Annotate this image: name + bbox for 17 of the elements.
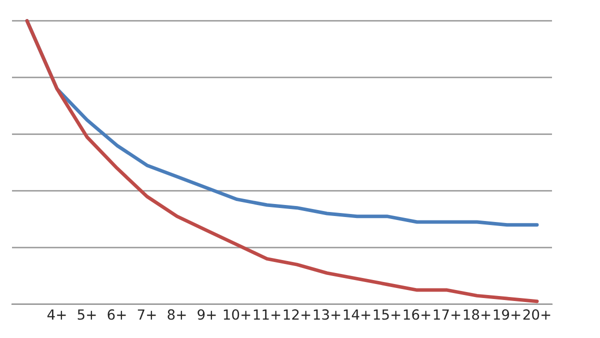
x-tick-label: 9+ <box>198 309 216 320</box>
x-tick-label: 17+ <box>434 309 460 320</box>
x-tick-label: 12+ <box>284 309 310 320</box>
x-tick-label: 5+ <box>78 309 96 320</box>
x-tick-label: 15+ <box>374 309 400 320</box>
x-tick-label: 7+ <box>138 309 156 320</box>
x-tick-label: 19+ <box>494 309 520 320</box>
x-tick-label: 8+ <box>168 309 186 320</box>
x-tick-label: 16+ <box>404 309 430 320</box>
x-tick-label: 18+ <box>464 309 490 320</box>
x-tick-label: 4+ <box>47 309 66 320</box>
x-tick-label: 11+ <box>254 309 280 320</box>
x-tick-label: 13+ <box>314 309 340 320</box>
x-tick-label: 14+ <box>344 309 370 320</box>
x-tick-label: 10+ <box>224 309 250 320</box>
x-tick-label: 6+ <box>108 309 126 320</box>
x-tick-label: 20+ <box>523 309 550 320</box>
